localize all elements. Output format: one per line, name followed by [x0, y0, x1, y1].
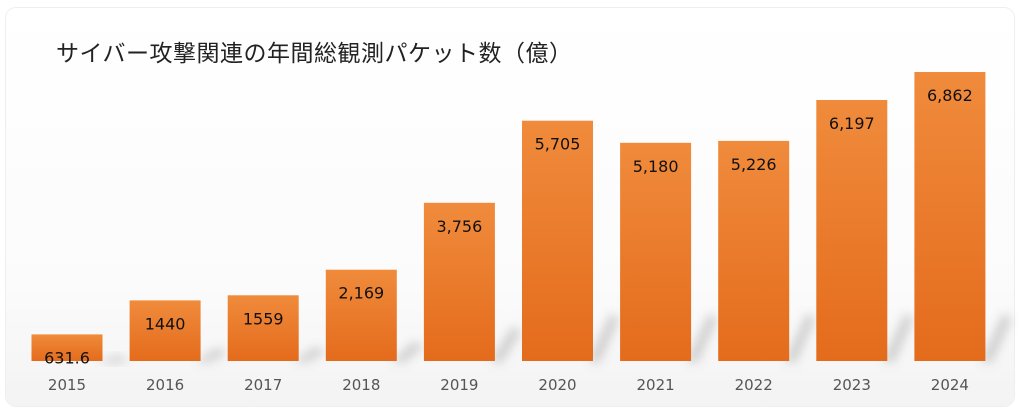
value-label-2021: 5,180 — [633, 157, 679, 176]
bar-2022 — [718, 140, 790, 361]
bar-2015 — [31, 334, 103, 361]
bar-shadow — [392, 340, 423, 363]
bar-2019 — [423, 202, 495, 361]
value-label-2016: 1440 — [145, 314, 186, 333]
bar-2023 — [816, 100, 888, 361]
bar-shadow — [196, 347, 227, 363]
bar-shadow — [883, 313, 914, 363]
value-label-2017: 1559 — [243, 309, 284, 328]
bar-2021 — [620, 142, 692, 361]
bar-shadow — [490, 326, 521, 363]
value-label-2018: 2,169 — [338, 284, 384, 303]
value-label-2024: 6,862 — [927, 86, 973, 105]
bar-2020 — [522, 120, 593, 361]
x-tick-label-2022: 2022 — [735, 376, 773, 394]
x-tick-label-2024: 2024 — [931, 376, 969, 394]
bar-shadow — [98, 355, 129, 363]
x-tick-label-2023: 2023 — [833, 376, 871, 394]
x-tick-label-2016: 2016 — [146, 376, 184, 394]
bar-2024 — [914, 72, 986, 361]
value-label-2019: 3,756 — [436, 217, 482, 236]
bar-shadow — [589, 313, 619, 363]
bar-2016 — [129, 300, 201, 361]
x-tick-label-2017: 2017 — [244, 376, 282, 394]
bar-2017 — [227, 295, 299, 361]
x-tick-label-2020: 2020 — [538, 376, 576, 394]
chart-title: サイバー攻撃関連の年間総観測パケット数（億） — [56, 41, 573, 67]
x-tick-label-2015: 2015 — [48, 376, 86, 394]
x-tick-label-2021: 2021 — [637, 376, 675, 394]
bar-shadows — [98, 313, 1012, 363]
value-label-2015: 631.6 — [44, 348, 90, 367]
bar-shadow — [294, 346, 325, 363]
bar-shadow — [687, 313, 718, 363]
x-axis-tick-labels: 2015 2016 2017 2018 2019 2020 2021 2022 2023 2024 — [48, 376, 969, 394]
value-labels: 631.6 1440 1559 2,169 3,756 5,705 5,180 5,226 6,… — [44, 86, 973, 367]
x-tick-label-2019: 2019 — [440, 376, 478, 394]
bar-2018 — [325, 269, 397, 361]
value-label-2022: 5,226 — [731, 155, 777, 174]
x-tick-label-2018: 2018 — [342, 376, 380, 394]
value-label-2023: 6,197 — [829, 114, 875, 133]
bar-shadow — [981, 313, 1012, 363]
value-label-2020: 5,705 — [535, 135, 581, 154]
bar-shadow — [785, 313, 816, 363]
bars — [31, 72, 986, 361]
